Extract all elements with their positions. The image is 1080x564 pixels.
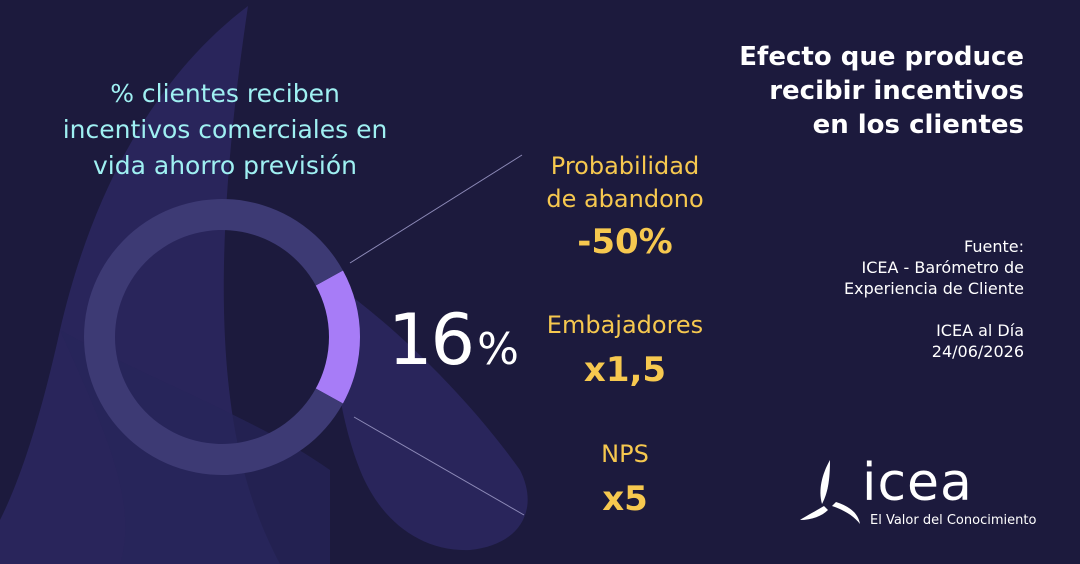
effect-label-line: Embajadores bbox=[546, 311, 704, 339]
icea-logo-wordmark: icea bbox=[862, 453, 973, 513]
percent-value: 16 bbox=[388, 299, 475, 381]
source-line-3: Experiencia de Cliente bbox=[844, 279, 1024, 298]
chart-title-line-1: % clientes reciben bbox=[110, 79, 340, 108]
connector-line-bottom bbox=[353, 416, 525, 516]
icea-propeller-icon bbox=[800, 460, 860, 524]
effect-label-line: Probabilidad bbox=[550, 152, 700, 180]
source-line-2: ICEA - Barómetro de bbox=[861, 258, 1025, 277]
effects-title: Efecto que produce recibir incentivos en… bbox=[644, 40, 1024, 142]
connector-line-top bbox=[349, 154, 523, 264]
effect-label-line: de abandono bbox=[546, 185, 704, 213]
effect-value: x5 bbox=[602, 479, 648, 519]
effects-title-line-2: recibir incentivos bbox=[769, 76, 1024, 106]
percent-label: 16% bbox=[388, 300, 519, 390]
effect-value: -50% bbox=[577, 222, 673, 262]
icea-logo: icea El Valor del Conocimiento bbox=[800, 452, 1040, 542]
chart-title: % clientes reciben incentivos comerciale… bbox=[40, 76, 410, 184]
effect-value: x1,5 bbox=[583, 350, 667, 390]
source-date-line-2: 24/06/2026 bbox=[931, 342, 1024, 361]
effects-title-line-3: en los clientes bbox=[812, 110, 1024, 140]
effect-nps: NPS x5 bbox=[515, 438, 735, 521]
donut-slice-rest bbox=[84, 199, 343, 476]
chart-title-line-3: vida ahorro previsión bbox=[93, 151, 357, 180]
source-date-line-1: ICEA al Día bbox=[936, 321, 1024, 340]
icea-logo-tagline: El Valor del Conocimiento bbox=[870, 513, 1037, 528]
source-note: Fuente: ICEA - Barómetro de Experiencia … bbox=[724, 236, 1024, 362]
effects-title-line-1: Efecto que produce bbox=[739, 42, 1024, 72]
percent-symbol: % bbox=[477, 324, 519, 375]
effect-label-line: NPS bbox=[601, 440, 649, 468]
chart-title-line-2: incentivos comerciales en bbox=[62, 115, 388, 144]
source-line-1: Fuente: bbox=[964, 237, 1024, 256]
effect-embajadores: Embajadores x1,5 bbox=[515, 309, 735, 392]
donut-slice-highlight bbox=[315, 270, 360, 404]
effect-abandono: Probabilidad de abandono -50% bbox=[515, 150, 735, 264]
